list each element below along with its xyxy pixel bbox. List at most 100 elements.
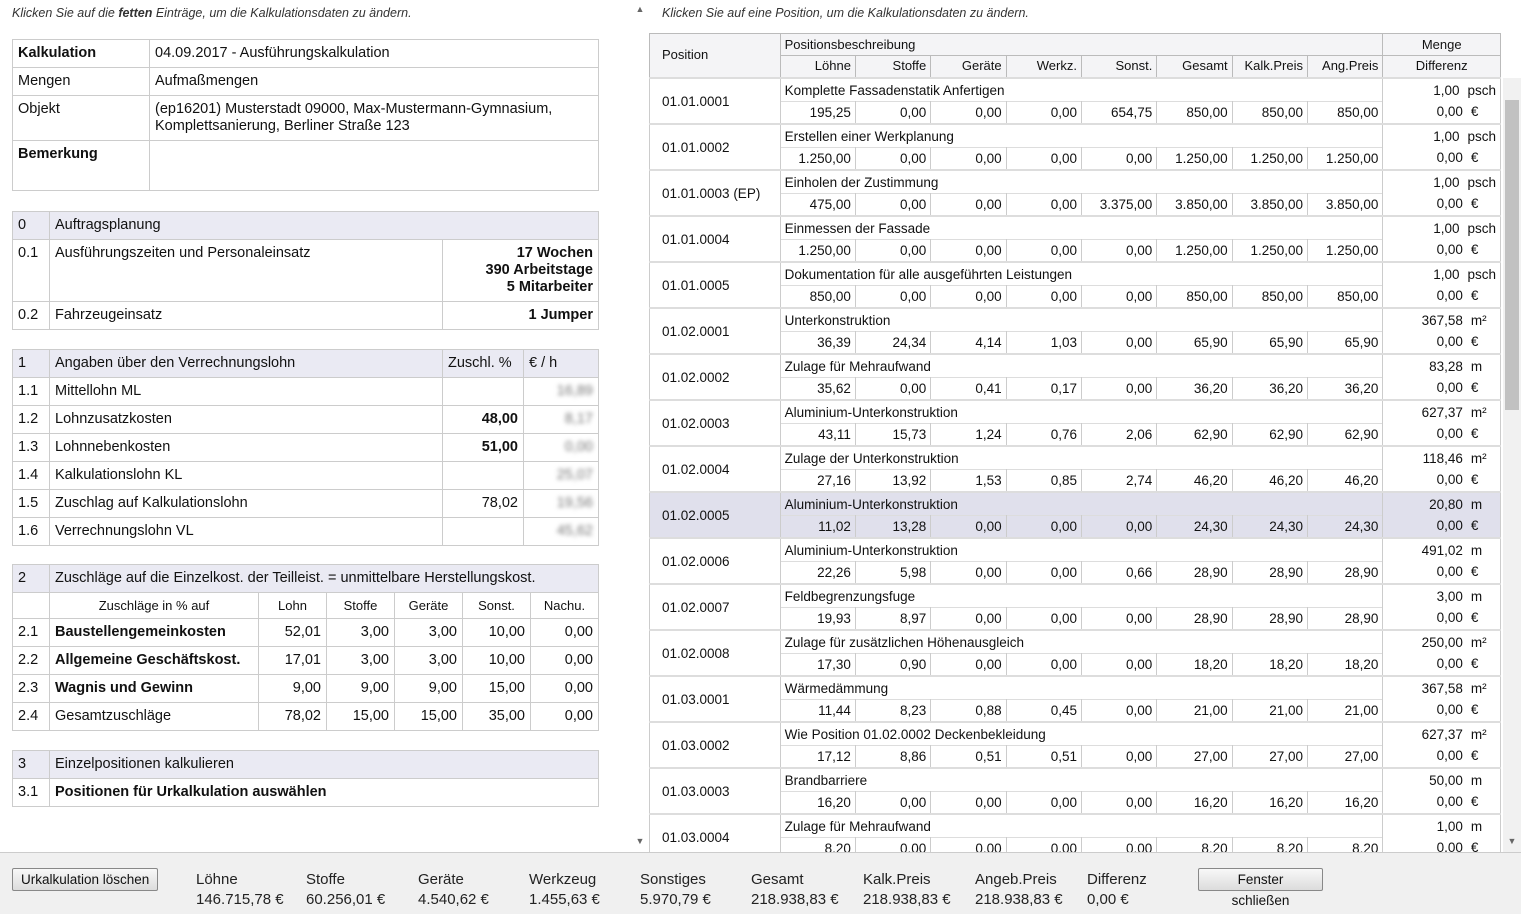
position-description[interactable]: Wärmedämmung — [779, 674, 1384, 699]
objekt-label: Objekt — [12, 95, 150, 141]
close-window-button[interactable]: Fenster schließen — [1198, 868, 1323, 908]
surcharge-label[interactable]: Allgemeine Geschäftskost. — [49, 646, 259, 675]
left-scrollbar[interactable]: ▲ ▼ — [631, 0, 649, 852]
position-description[interactable]: Zulage der Unterkonstruktion — [779, 444, 1384, 469]
position-number[interactable]: 01.02.0002 — [649, 352, 781, 401]
difference-cell: 0,00 € — [1382, 193, 1501, 217]
quantity-cell: 367,58 m² — [1382, 674, 1501, 699]
difference-cell: 0,00 € — [1382, 331, 1501, 355]
scrollbar-thumb[interactable] — [1505, 100, 1519, 410]
difference-value: 0,00 — [1436, 426, 1463, 442]
position-number[interactable]: 01.01.0002 — [649, 122, 781, 171]
quantity-value: 20,80 — [1429, 496, 1463, 512]
position-row[interactable]: 01.03.0003 Brandbarriere 50,00 m — [649, 766, 1501, 815]
scroll-up-icon[interactable]: ▲ — [635, 4, 645, 14]
position-number[interactable]: 01.03.0004 — [649, 812, 781, 852]
position-description[interactable]: Erstellen einer Werkplanung — [779, 122, 1384, 147]
position-number[interactable]: 01.01.0001 — [649, 76, 781, 125]
position-number[interactable]: 01.02.0001 — [649, 306, 781, 355]
right-scrollbar[interactable]: ▼ — [1503, 78, 1521, 852]
cost-value: 1,53 — [930, 468, 1007, 493]
scroll-down-icon[interactable]: ▼ — [635, 836, 645, 846]
position-description[interactable]: Brandbarriere — [779, 766, 1384, 791]
position-row[interactable]: 01.03.0004 Zulage für Mehraufwand 1,00 m — [649, 812, 1501, 852]
position-number[interactable]: 01.03.0002 — [649, 720, 781, 769]
difference: 0,00 € — [1387, 607, 1496, 628]
personnel-value[interactable]: 17 Wochen 390 Arbeitstage 5 Mitarbeiter — [441, 239, 600, 302]
quantity-cell: 1,00 psch — [1382, 260, 1501, 285]
position-values-row[interactable]: 17,30 0,90 0,00 0,00 0,00 18,20 18,20 18,20 0,00… — [650, 652, 1501, 677]
surcharge-percent[interactable]: 51,00 — [442, 433, 524, 462]
position-row[interactable]: 01.02.0004 Zulage der Unterkonstruktion 11… — [649, 444, 1501, 493]
position-row[interactable]: 01.01.0001 Komplette Fassadenstatik Anfer… — [649, 76, 1501, 125]
quantity-cell: 250,00 m² — [1382, 628, 1501, 653]
surcharge-percent[interactable]: 48,00 — [442, 405, 524, 434]
surcharge-label[interactable]: Baustellengemeinkosten — [49, 618, 259, 647]
position-description[interactable]: Wie Position 01.02.0002 Deckenbekleidung — [779, 720, 1384, 745]
surcharge-label[interactable]: Wagnis und Gewinn — [49, 674, 259, 703]
position-description[interactable]: Aluminium-Unterkonstruktion — [779, 490, 1384, 515]
position-description[interactable]: Dokumentation für alle ausgeführten Leis… — [779, 260, 1384, 285]
position-row[interactable]: 01.03.0002 Wie Position 01.02.0002 Decken… — [649, 720, 1501, 769]
position-row[interactable]: 01.02.0006 Aluminium-Unterkonstruktion 491… — [649, 536, 1501, 585]
scroll-down-icon[interactable]: ▼ — [1507, 836, 1517, 846]
position-number[interactable]: 01.02.0004 — [649, 444, 781, 493]
position-row[interactable]: 01.02.0001 Unterkonstruktion 367,58 m² — [649, 306, 1501, 355]
quantity: 118,46 m² — [1387, 448, 1496, 469]
cost-value: 16,20 — [779, 790, 856, 815]
surcharge-row: 2.3 Wagnis und Gewinn 9,00 9,00 9,00 15,00 0,0… — [12, 674, 599, 703]
position-number[interactable]: 01.03.0003 — [649, 766, 781, 815]
select-positions-link[interactable]: Positionen für Urkalkulation auswählen — [49, 778, 599, 807]
position-description[interactable]: Zulage für Mehraufwand — [779, 812, 1384, 837]
position-description[interactable]: Einholen der Zustimmung — [779, 168, 1384, 193]
position-number[interactable]: 01.01.0005 — [649, 260, 781, 309]
quantity-unit: m² — [1470, 450, 1487, 466]
cost-value: 24,30 — [1231, 514, 1309, 539]
position-row[interactable]: 01.02.0003 Aluminium-Unterkonstruktion 627… — [649, 398, 1501, 447]
position-number[interactable]: 01.02.0007 — [649, 582, 781, 631]
position-row[interactable]: 01.01.0005 Dokumentation für alle ausgefü… — [649, 260, 1501, 309]
delete-calculation-button[interactable]: Urkalkulation löschen — [12, 868, 159, 891]
position-description[interactable]: Feldbegrenzungsfuge — [779, 582, 1384, 607]
position-row[interactable]: 01.02.0007 Feldbegrenzungsfuge 3,00 m — [649, 582, 1501, 631]
position-number[interactable]: 01.02.0006 — [649, 536, 781, 585]
position-values-row[interactable]: 11,44 8,23 0,88 0,45 0,00 21,00 21,00 21,00 0,00… — [650, 698, 1501, 723]
difference-value: 0,00 — [1436, 196, 1463, 212]
position-row[interactable]: 01.02.0002 Zulage für Mehraufwand 83,28 m — [649, 352, 1501, 401]
position-number[interactable]: 01.03.0001 — [649, 674, 781, 723]
difference-unit: € — [1470, 610, 1479, 626]
section-number: 2 — [12, 564, 50, 593]
position-description[interactable]: Aluminium-Unterkonstruktion — [779, 398, 1384, 423]
difference: 0,00 € — [1387, 653, 1496, 674]
position-description[interactable]: Komplette Fassadenstatik Anfertigen — [779, 76, 1384, 101]
position-row[interactable]: 01.02.0005 Aluminium-Unterkonstruktion 20,… — [649, 490, 1501, 539]
position-description[interactable]: Aluminium-Unterkonstruktion — [779, 536, 1384, 561]
position-description[interactable]: Zulage für Mehraufwand — [779, 352, 1384, 377]
cost-value: 16,20 — [1156, 790, 1233, 815]
position-row[interactable]: 01.01.0004 Einmessen der Fassade 1,00 psch — [649, 214, 1501, 263]
position-values-row[interactable]: 19,93 8,97 0,00 0,00 0,00 28,90 28,90 28,90 0,00… — [650, 606, 1501, 631]
position-number[interactable]: 01.01.0003 (EP) — [649, 168, 781, 217]
position-row[interactable]: 01.01.0002 Erstellen einer Werkplanung 1,0… — [649, 122, 1501, 171]
position-values-row[interactable]: 475,00 0,00 0,00 0,00 3.375,00 3.850,00 3.850,… — [650, 192, 1501, 217]
position-number[interactable]: 01.01.0004 — [649, 214, 781, 263]
position-row[interactable]: 01.03.0001 Wärmedämmung 367,58 m² — [649, 674, 1501, 723]
left-panel: Klicken Sie auf die fetten Einträge, um … — [0, 0, 631, 852]
cost-value: 16,20 — [1231, 790, 1309, 815]
position-values-row[interactable]: 22,26 5,98 0,00 0,00 0,66 28,90 28,90 28,90 0,00… — [650, 560, 1501, 585]
bemerkung-label[interactable]: Bemerkung — [12, 140, 150, 191]
position-description[interactable]: Zulage für zusätzlichen Höhenausgleich — [779, 628, 1384, 653]
position-values-row[interactable]: 1.250,00 0,00 0,00 0,00 0,00 1.250,00 1.250,00… — [650, 146, 1501, 171]
cost-value: 1,24 — [930, 422, 1007, 447]
bemerkung-value[interactable] — [149, 140, 599, 191]
position-number[interactable]: 01.02.0008 — [649, 628, 781, 677]
position-description[interactable]: Einmessen der Fassade — [779, 214, 1384, 239]
vehicle-value[interactable]: 1 Jumper — [441, 301, 600, 330]
position-number[interactable]: 01.02.0005 — [649, 490, 781, 539]
position-values-row[interactable]: 8,20 0,00 0,00 0,00 0,00 8,20 8,20 8,20 0,00 € — [650, 836, 1501, 852]
position-number[interactable]: 01.02.0003 — [649, 398, 781, 447]
cost-value: 3.850,00 — [1156, 192, 1233, 217]
position-row[interactable]: 01.01.0003 (EP) Einholen der Zustimmung 1,… — [649, 168, 1501, 217]
position-description[interactable]: Unterkonstruktion — [779, 306, 1384, 331]
position-row[interactable]: 01.02.0008 Zulage für zusätzlichen Höhena… — [649, 628, 1501, 677]
